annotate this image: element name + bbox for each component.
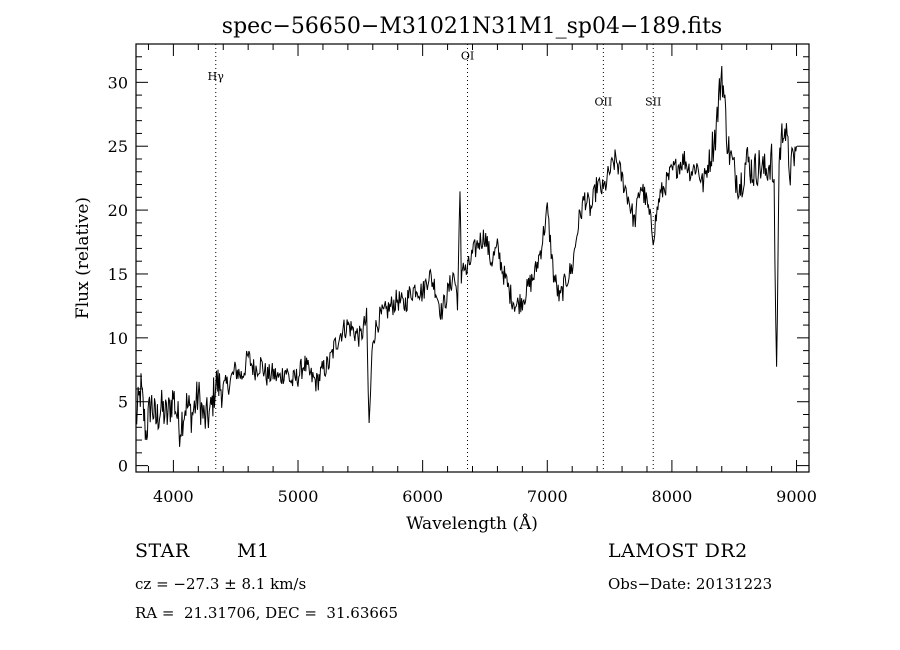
- spectral-line-label: OII: [595, 95, 613, 108]
- x-tick-label: 9000: [776, 487, 817, 506]
- y-tick-label: 30: [108, 73, 128, 92]
- y-axis-label: Flux (relative): [73, 197, 93, 319]
- spectrum-series-line: [135, 65, 797, 447]
- y-tick-label: 0: [118, 457, 128, 476]
- spectral-line-label: OI: [461, 49, 474, 62]
- ra-dec-coordinates: RA = 21.31706, DEC = 31.63665: [135, 604, 399, 622]
- y-tick-label: 25: [108, 137, 128, 156]
- x-tick-label: 5000: [278, 487, 319, 506]
- spectral-line-label: SII: [645, 95, 661, 108]
- object-class: STAR: [135, 540, 190, 562]
- y-tick-label: 5: [118, 393, 128, 412]
- x-tick-label: 6000: [402, 487, 443, 506]
- y-tick-label: 20: [108, 201, 128, 220]
- observation-date: Obs−Date: 20131223: [608, 575, 773, 593]
- y-tick-label: 10: [108, 329, 128, 348]
- x-axis-label: Wavelength (Å): [406, 513, 538, 534]
- x-tick-label: 7000: [527, 487, 568, 506]
- chart-title: spec−56650−M31021N31M1_sp04−189.fits: [222, 14, 722, 39]
- x-tick-label: 8000: [652, 487, 693, 506]
- plot-frame: [135, 43, 810, 473]
- spectral-line-markers: Hγ OI OII SII: [208, 44, 661, 472]
- redshift-cz: cz = −27.3 ± 8.1 km/s: [135, 575, 307, 593]
- spectral-line-label: Hγ: [208, 70, 225, 83]
- survey-name: LAMOST DR2: [608, 540, 748, 562]
- axis-ticks: 4000 5000 6000 7000 8000 9000 0 5 10 15 20 25 30: [108, 44, 817, 506]
- x-tick-label: 4000: [153, 487, 194, 506]
- object-subclass: M1: [237, 540, 270, 562]
- y-tick-label: 15: [108, 265, 128, 284]
